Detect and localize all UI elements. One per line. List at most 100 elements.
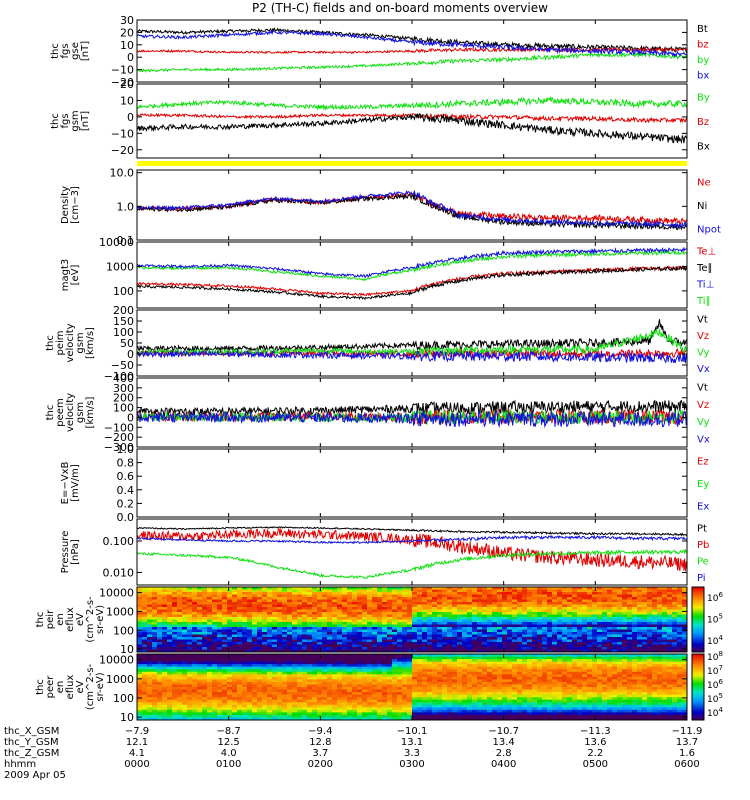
y-axis-label: fgs xyxy=(60,43,71,58)
y-axis-label: peem xyxy=(55,398,66,426)
series-line-Ti⊥ xyxy=(136,249,688,282)
y-axis-label: [eV] xyxy=(70,265,81,286)
legend-entry: Ez xyxy=(697,456,709,467)
colorbar-tick-label: 108 xyxy=(707,650,723,663)
time-tick-label: 0400 xyxy=(491,759,516,770)
y-tick-label: 20 xyxy=(120,26,134,39)
y-tick-label: −50 xyxy=(111,359,134,372)
time-tick-label: 4.0 xyxy=(221,748,237,759)
colorbar-tick-label: 104 xyxy=(707,634,723,647)
y-axis-label: eV xyxy=(75,680,86,693)
time-tick-label: 12.5 xyxy=(218,737,240,748)
time-tick-label: 13.6 xyxy=(584,737,606,748)
time-tick-label: 0000 xyxy=(124,759,149,770)
y-tick-label: 100 xyxy=(113,285,134,298)
legend-entry: Bz xyxy=(697,117,709,128)
panel-fgs_gsm: 20 10 0 −10 −20 thc fgs gsm [nT] By Bz Bx xyxy=(50,78,710,159)
y-axis-label: Pressure xyxy=(60,531,71,574)
data-gap-bar xyxy=(137,161,687,166)
y-tick-label: −20 xyxy=(111,76,134,89)
y-axis-label: [cm−3] xyxy=(70,186,81,224)
y-tick-label: 150 xyxy=(113,315,134,328)
legend-entry: Bt xyxy=(697,24,708,35)
y-tick-label: −100 xyxy=(104,421,134,434)
y-axis-label: Density xyxy=(60,186,71,224)
legend-entry: Ey xyxy=(697,479,709,490)
y-axis-label: peir xyxy=(45,609,56,629)
y-tick-label: 0.0 xyxy=(117,511,135,524)
legend-entry: bx xyxy=(697,70,709,81)
series-line-Vt xyxy=(136,319,688,353)
series-line-Pb xyxy=(136,527,688,572)
y-axis-label: [nT] xyxy=(80,41,91,61)
y-tick-label: 200 xyxy=(113,304,134,317)
y-tick-label: 200 xyxy=(113,392,134,405)
time-tick-label: 12.1 xyxy=(126,737,148,748)
series-line-Ti∥ xyxy=(136,246,688,278)
y-axis-label: thc xyxy=(50,43,61,59)
colorbar-tick-label: 106 xyxy=(707,678,723,691)
y-tick-label: 0.2 xyxy=(117,497,135,510)
y-axis-label: velocity xyxy=(65,323,76,362)
legend-entry: Vt xyxy=(697,383,708,394)
y-tick-label: 10000 xyxy=(99,654,134,667)
y-axis-label: velocity xyxy=(65,393,76,432)
y-axis-label: [km/s] xyxy=(85,396,96,428)
y-axis-label: peer xyxy=(45,675,56,699)
series-line-bz xyxy=(136,46,688,55)
colorbar-peir_eflux: 106 105 104 xyxy=(691,586,723,653)
y-tick-label: 1.0 xyxy=(117,443,135,456)
y-tick-label: 100 xyxy=(113,326,134,339)
y-axis-label: thc xyxy=(50,113,61,129)
panel-pressure: 0.100 0.010 Pressure [nPa] Pt Pb Pe Pi xyxy=(60,518,709,586)
time-tick-label: 2.2 xyxy=(587,748,603,759)
time-tick-label: 13.4 xyxy=(493,737,515,748)
time-tick-label: −7.9 xyxy=(125,726,149,737)
colorbar-tick-label: 104 xyxy=(707,706,723,719)
y-axis-label: sr-eV) xyxy=(95,672,106,701)
legend-entry: Ex xyxy=(697,502,709,513)
y-tick-label: −10 xyxy=(111,127,134,140)
legend-entry: bz xyxy=(697,39,709,50)
y-tick-label: 0.1 xyxy=(117,234,135,247)
time-tick-label: 3.7 xyxy=(312,748,328,759)
legend-entry: Pt xyxy=(697,523,707,534)
series-line-By xyxy=(136,95,688,111)
y-tick-label: −200 xyxy=(104,431,134,444)
legend-entry: Vy xyxy=(697,417,710,428)
y-axis-label: magt3 xyxy=(60,259,71,292)
y-tick-label: 10000 xyxy=(99,587,134,600)
y-tick-label: 0.4 xyxy=(117,484,135,497)
legend-entry: Ti∥ xyxy=(696,296,711,307)
legend-entry: by xyxy=(697,55,709,66)
series-line-Bt xyxy=(136,27,687,53)
y-axis-label: en xyxy=(55,681,66,694)
legend-entry: Ne xyxy=(697,178,711,189)
series-line-Ni xyxy=(136,192,688,231)
legend-entry: By xyxy=(697,92,710,103)
y-tick-label: 0 xyxy=(127,348,134,361)
legend-entry: Vy xyxy=(697,347,710,358)
y-axis-label: eflux xyxy=(65,607,76,632)
panel-temperature: 10000 1000 100 magt3 [eV] Te⊥ Te∥ Ti⊥ Ti∥ xyxy=(60,236,716,309)
y-tick-label: 0 xyxy=(127,111,134,124)
series-line-Pt xyxy=(136,526,688,537)
y-axis-label: [nT] xyxy=(80,111,91,131)
y-axis-label: thc xyxy=(45,335,56,351)
y-axis-label: (cm^2-s- xyxy=(85,663,96,710)
legend-entry: Vz xyxy=(697,331,709,342)
y-tick-label: 10 xyxy=(120,643,134,656)
y-axis-label: sr-eV) xyxy=(95,605,106,634)
legend-entry: Vt xyxy=(697,314,708,325)
y-tick-label: 1.0 xyxy=(117,200,135,213)
y-tick-label: 0 xyxy=(127,411,134,424)
time-tick-label: −10.1 xyxy=(397,726,428,737)
series-line-Npot xyxy=(136,189,688,229)
y-axis-label: [mV/m] xyxy=(70,464,81,502)
legend-entry: Npot xyxy=(697,224,721,235)
legend-entry: Ti⊥ xyxy=(696,279,714,290)
y-tick-label: 1000 xyxy=(106,673,134,686)
series-line-Te∥ xyxy=(136,265,688,301)
y-tick-label: 1000 xyxy=(106,260,134,273)
